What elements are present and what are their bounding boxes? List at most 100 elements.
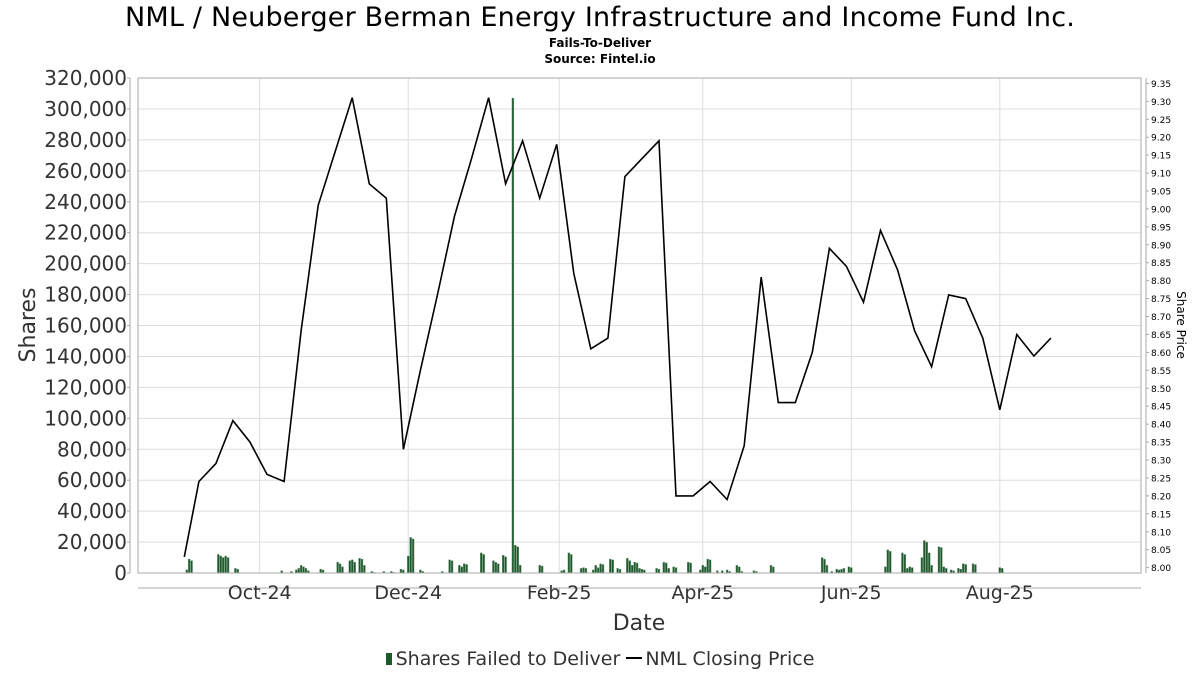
ftd-bar	[494, 561, 498, 574]
y-tick-label: 0	[114, 561, 127, 585]
ftd-bar	[187, 558, 191, 574]
ftd-bar	[616, 568, 619, 574]
price-line-group	[183, 97, 1052, 558]
ftd-bar	[360, 558, 364, 574]
x-axis-label: Date	[613, 611, 666, 636]
x-tick-label: Feb-25	[527, 582, 592, 604]
y-tick-label: 200,000	[44, 252, 127, 276]
y2-tick-label: 8.10	[1151, 528, 1171, 538]
ftd-bar	[511, 97, 515, 574]
ftd-bar	[825, 565, 829, 574]
ftd-bar	[928, 552, 931, 574]
ftd-bar	[540, 565, 544, 574]
y-tick-label: 160,000	[44, 314, 127, 338]
y-tick-label: 260,000	[44, 159, 127, 183]
ftd-bar	[971, 563, 975, 574]
ftd-bar	[358, 558, 361, 574]
ftd-bar	[672, 566, 675, 574]
ftd-bar	[708, 559, 712, 574]
ftd-bar	[706, 558, 709, 574]
ftd-bar	[633, 561, 636, 574]
y-tick-label: 280,000	[44, 128, 127, 152]
ftd-bar	[482, 554, 485, 574]
ftd-bar	[409, 537, 412, 574]
ftd-bar	[667, 568, 670, 574]
y2-tick-label: 8.50	[1151, 385, 1171, 395]
y-tick-label: 100,000	[44, 406, 127, 430]
ftd-bar	[584, 568, 588, 574]
ftd-bar	[738, 566, 741, 574]
y2-tick-label: 8.30	[1151, 457, 1171, 467]
y2-tick-label: 8.85	[1151, 259, 1171, 269]
ftd-bar	[567, 552, 571, 574]
ftd-bar	[974, 564, 977, 574]
ftd-bar	[219, 555, 222, 574]
ftd-bar	[820, 557, 824, 574]
ftd-bar	[407, 555, 410, 574]
ftd-bar	[628, 560, 631, 574]
ftd-bar	[353, 561, 356, 574]
ftd-bar	[662, 561, 666, 574]
ftd-bar	[635, 562, 639, 574]
ftd-bar	[497, 563, 500, 574]
ftd-bar	[998, 567, 1001, 574]
ftd-bar	[348, 560, 351, 574]
y2-axis-ticks: 8.00 8.05 8.10 8.15 8.20 8.25 8.30 8.35 8.40 8.45…	[1146, 80, 1171, 574]
chart-title: NML / Neuberger Berman Energy Infrastruc…	[124, 2, 1076, 33]
y2-tick-label: 8.15	[1151, 510, 1171, 520]
ftd-bar	[910, 567, 914, 574]
ftd-bar	[363, 565, 366, 574]
chart-source: Source: Fintel.io	[544, 52, 656, 66]
ftd-bar	[735, 565, 739, 574]
ftd-bar	[655, 568, 658, 574]
x-tick-label: Aug-25	[966, 582, 1034, 604]
ftd-bar	[226, 557, 230, 574]
ftd-bar	[823, 558, 826, 574]
ftd-bar	[945, 568, 948, 574]
y-tick-label: 60,000	[57, 468, 127, 492]
ftd-bar	[631, 565, 634, 574]
ftd-bar	[640, 568, 644, 574]
ftd-bar	[940, 547, 943, 574]
ftd-bar	[937, 546, 941, 574]
ftd-bar	[341, 566, 344, 574]
y-tick-label: 140,000	[44, 344, 127, 368]
y2-tick-label: 9.35	[1151, 80, 1171, 90]
ftd-bar	[618, 568, 622, 574]
ftd-bar	[842, 568, 846, 574]
ftd-bar	[704, 566, 707, 574]
ftd-bar	[596, 567, 600, 574]
ftd-bar	[701, 565, 704, 574]
ftd-bar	[884, 566, 887, 574]
y-tick-label: 80,000	[57, 437, 127, 461]
ftd-bar	[217, 554, 220, 574]
ftd-bar	[657, 568, 661, 574]
ftd-bar	[336, 561, 339, 574]
y2-tick-label: 8.40	[1151, 421, 1171, 431]
ftd-bar	[925, 541, 928, 574]
y2-tick-label: 8.80	[1151, 277, 1171, 287]
ftd-bar	[538, 565, 541, 574]
y2-tick-label: 9.00	[1151, 205, 1171, 215]
ftd-bar	[665, 562, 668, 574]
y-tick-label: 20,000	[57, 530, 127, 554]
ftd-bar	[964, 564, 967, 574]
ftd-bar	[626, 558, 629, 574]
x-tick-label: Dec-24	[374, 582, 442, 604]
ftd-bar	[582, 567, 585, 574]
legend-bar-swatch	[385, 653, 392, 665]
ftd-bar	[463, 563, 466, 574]
y2-tick-label: 9.25	[1151, 116, 1171, 126]
ftd-bar	[908, 566, 911, 574]
ftd-bar	[687, 561, 690, 574]
ftd-bar	[835, 568, 838, 574]
ftd-bar	[942, 566, 945, 574]
y-tick-label: 240,000	[44, 190, 127, 214]
ftd-bar	[886, 549, 889, 574]
ftd-bar	[594, 565, 597, 574]
legend-label-ftd: Shares Failed to Deliver	[395, 648, 621, 670]
x-axis-ticks: Oct-24 Dec-24 Feb-25 Apr-25 Jun-25 Aug-25	[228, 582, 1034, 604]
ftd-bar	[480, 552, 483, 574]
y2-tick-label: 9.30	[1151, 98, 1171, 108]
price-line	[183, 97, 1052, 558]
